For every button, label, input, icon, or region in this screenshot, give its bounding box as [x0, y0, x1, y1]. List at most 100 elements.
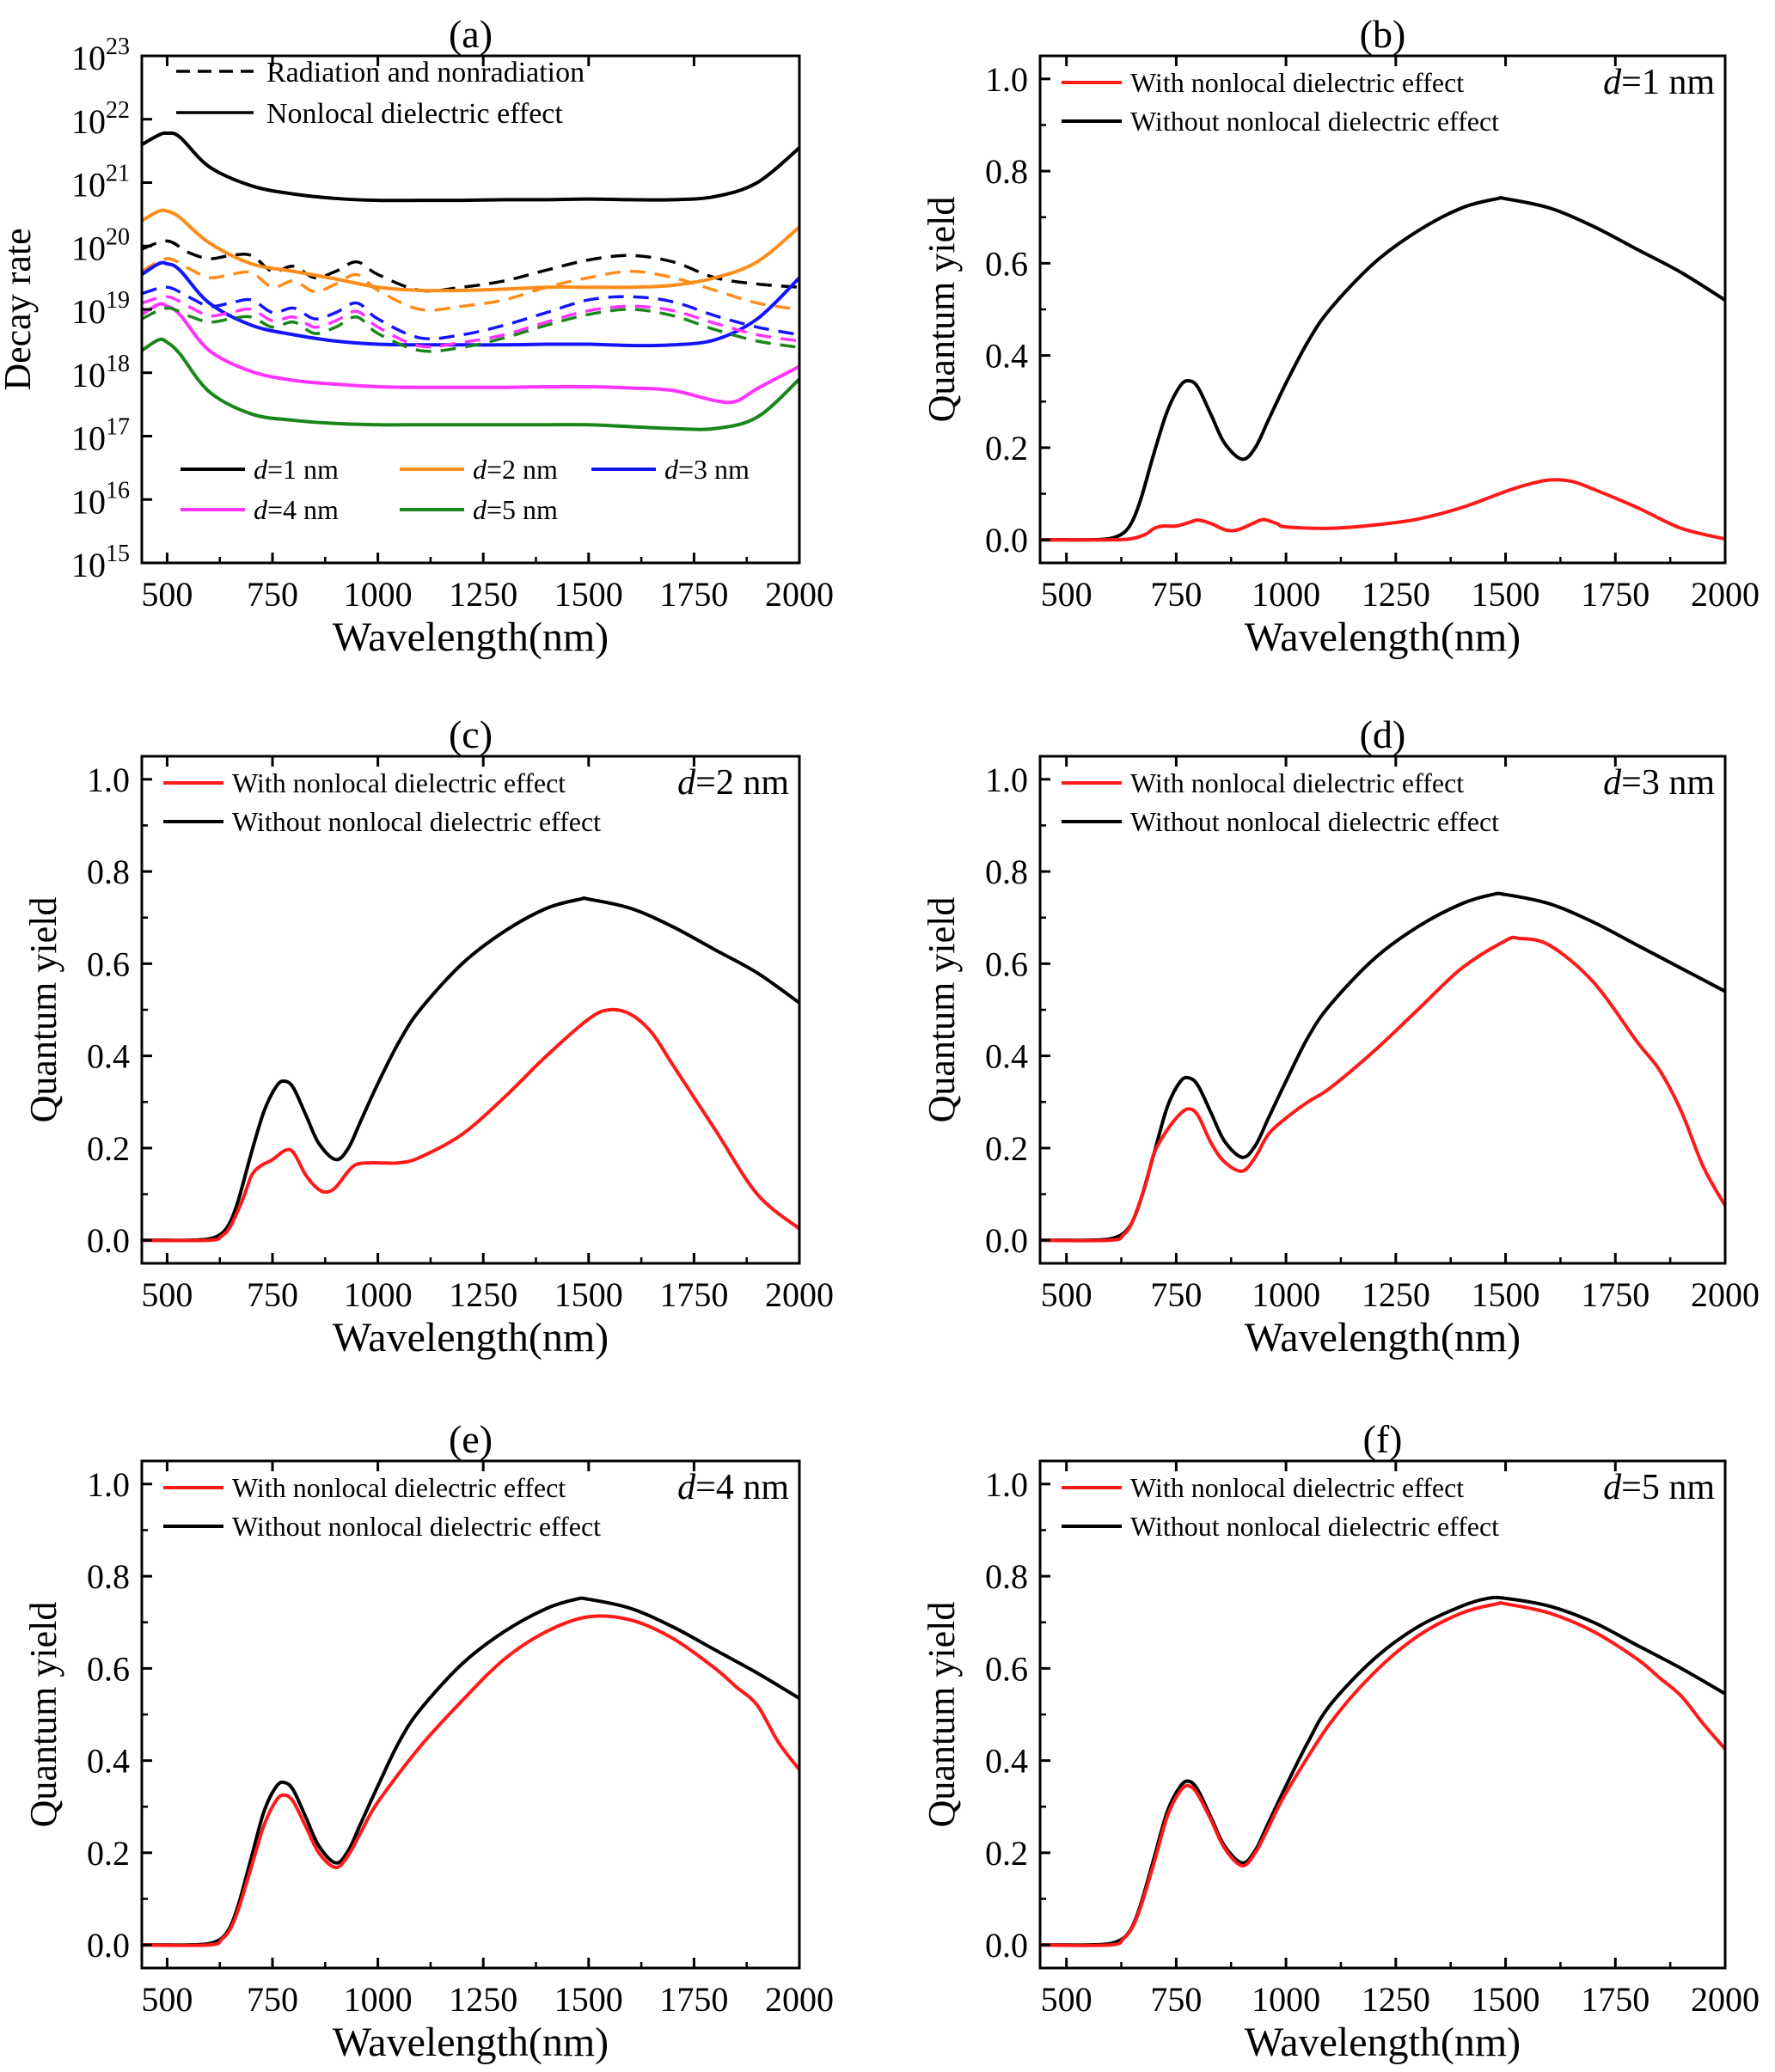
series-line-3: [142, 257, 799, 312]
x-tick-label: 500: [141, 1980, 193, 2019]
legend-label-without: Without nonlocal dielectric effect: [232, 1511, 601, 1542]
y-tick-label: 0.4: [985, 1742, 1028, 1781]
y-axis-title: Quantum yield: [921, 897, 963, 1123]
y-tick-label: 0.6: [985, 244, 1028, 283]
thickness-value: =2 nm: [695, 763, 789, 803]
legend-series-label-rest: =2 nm: [487, 454, 558, 485]
x-axis-title: Wavelength(nm): [333, 1315, 609, 1360]
x-tick-label: 2000: [765, 1980, 834, 2019]
y-tick-label: 0.4: [985, 1037, 1028, 1076]
panel-label: (d): [1360, 712, 1406, 756]
y-tick-exponent: 21: [106, 161, 130, 187]
legend-series-label: d=1 nm: [254, 454, 339, 485]
style-legend: Radiation and nonradiation Nonlocal diele…: [176, 57, 585, 130]
legend-series-label: d=2 nm: [473, 454, 558, 485]
legend: With nonlocal dielectric effect Without n…: [1062, 1468, 1715, 1542]
series-group: [142, 1596, 799, 1947]
series-line-1: [1040, 1600, 1725, 1947]
y-axis-title: Quantum yield: [22, 897, 64, 1123]
x-tick-label: 1750: [1581, 1980, 1650, 2019]
series-line-7: [142, 295, 799, 349]
panel-e: (e) 500 750 1000 1250 1500 1750 2000 0.0 0.2 0.4 0.…: [22, 1417, 834, 2065]
panel-label: (f): [1363, 1417, 1403, 1461]
y-tick-label: 1.0: [985, 1465, 1028, 1504]
thickness-annotation: d=2 nm: [677, 763, 789, 803]
x-tick-label: 1250: [449, 1980, 517, 2019]
x-tick-label: 1000: [1252, 1980, 1320, 2019]
thickness-value: =5 nm: [1621, 1468, 1715, 1507]
y-tick-label: 1.0: [87, 1465, 130, 1504]
thickness-value: =4 nm: [695, 1468, 789, 1507]
x-tick-label: 500: [141, 1275, 193, 1314]
y-tick-exponent: 17: [106, 414, 130, 441]
thickness-symbol: d: [677, 1468, 696, 1507]
thickness-symbol: d: [1603, 63, 1622, 102]
panel-label: (a): [449, 12, 493, 56]
legend-series-label: d=4 nm: [254, 494, 339, 525]
y-tick-exponent: 15: [106, 541, 130, 567]
series-line-0: [1040, 195, 1725, 542]
series-line-1: [142, 1007, 799, 1243]
series-line-1: [142, 239, 799, 293]
y-tick-label: 0.6: [87, 944, 130, 983]
legend: With nonlocal dielectric effect Without n…: [1062, 763, 1715, 837]
y-tick-label: 0.6: [985, 1649, 1028, 1688]
legend-label-with: With nonlocal dielectric effect: [232, 767, 566, 798]
series-legend: d=1 nm d=2 nm d=3 nmd=4 nm d=5 nm: [181, 454, 750, 525]
y-tick-label: 0.4: [985, 337, 1028, 376]
series-group: [1040, 891, 1725, 1243]
x-tick-label: 1750: [659, 575, 728, 614]
legend: With nonlocal dielectric effect Without n…: [1062, 63, 1715, 137]
legend-series-label-rest: =3 nm: [678, 454, 750, 485]
y-tick-label: 0.0: [87, 1926, 130, 1965]
series-line-0: [142, 895, 799, 1243]
legend: With nonlocal dielectric effect Without n…: [163, 1468, 789, 1542]
y-tick-label: 1.0: [985, 761, 1028, 799]
x-tick-label: 1000: [344, 575, 413, 614]
x-tick-label: 750: [247, 1275, 298, 1314]
panel-label: (e): [449, 1417, 493, 1461]
y-tick-base: 10: [71, 102, 106, 141]
x-axis-title: Wavelength(nm): [1245, 2020, 1521, 2065]
y-tick-label: 1017: [71, 414, 130, 458]
x-tick-label: 500: [141, 575, 193, 614]
x-tick-label: 750: [247, 575, 298, 614]
legend-label-with: With nonlocal dielectric effect: [1130, 67, 1464, 98]
y-tick-base: 10: [71, 419, 106, 458]
x-tick-label: 1000: [344, 1980, 413, 2019]
x-tick-label: 1250: [1362, 575, 1430, 614]
y-tick-label: 0.0: [985, 1221, 1028, 1260]
y-tick-exponent: 19: [106, 287, 130, 314]
y-tick-label: 1020: [71, 223, 130, 267]
thickness-value: =1 nm: [1621, 63, 1715, 102]
y-tick-exponent: 18: [106, 351, 130, 377]
panel-d: (d) 500 750 1000 1250 1500 1750 2000 0.0 0.2 0.4 0.…: [921, 712, 1760, 1360]
x-tick-label: 1500: [1472, 575, 1540, 614]
y-tick-label: 1019: [71, 287, 130, 331]
thickness-annotation: d=1 nm: [1603, 63, 1715, 102]
y-tick-label: 0.2: [87, 1834, 130, 1873]
series-group: [1040, 195, 1725, 542]
thickness-annotation: d=3 nm: [1603, 763, 1715, 803]
y-tick-label: 0.2: [985, 1834, 1028, 1873]
x-tick-label: 750: [247, 1980, 298, 2019]
series-line-0: [142, 131, 799, 203]
y-tick-base: 10: [71, 356, 106, 394]
legend-series-label: d=5 nm: [473, 494, 558, 525]
y-axis-title: Quantum yield: [22, 1602, 64, 1828]
y-tick-base: 10: [71, 482, 106, 521]
y-tick-exponent: 20: [106, 223, 130, 250]
panel-label: (b): [1360, 12, 1406, 56]
panel-a: (a)500 750 1000 1250 1500 1750 200010151016101…: [0, 12, 834, 660]
series-line-0: [142, 1596, 799, 1947]
legend: With nonlocal dielectric effect Without n…: [163, 763, 789, 837]
y-tick-label: 0.0: [87, 1221, 130, 1260]
y-tick-label: 0.8: [985, 853, 1028, 891]
x-tick-label: 500: [1041, 1275, 1093, 1314]
y-axis-title: Decay rate: [0, 228, 39, 390]
series-line-2: [142, 208, 799, 293]
x-axis-title: Wavelength(nm): [333, 2020, 609, 2065]
x-axis-title: Wavelength(nm): [333, 614, 609, 660]
y-tick-label: 1021: [71, 161, 130, 205]
y-tick-base: 10: [71, 166, 106, 205]
